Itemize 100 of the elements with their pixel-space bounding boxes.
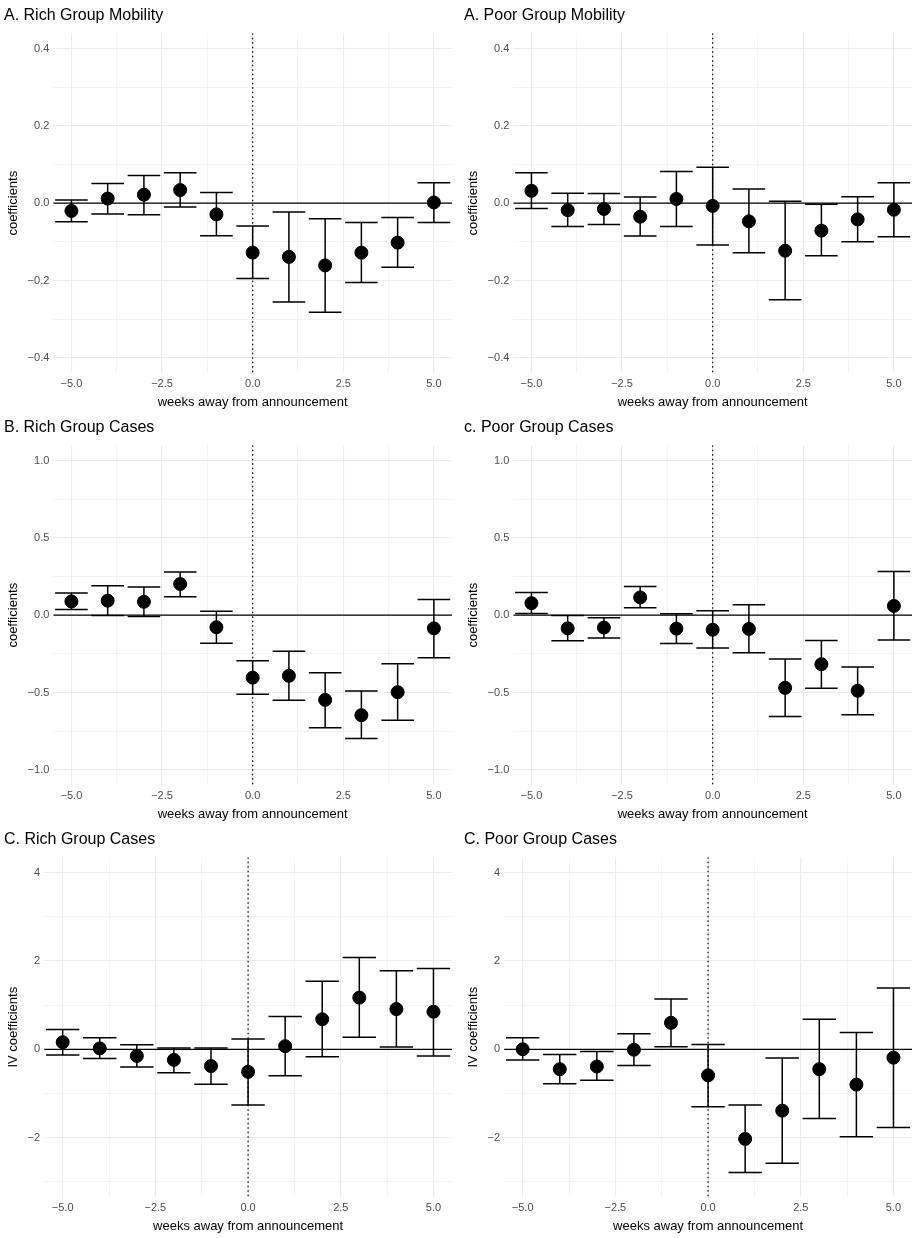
x-tick-label: 0.0 <box>705 376 721 389</box>
x-tick-label: 2.5 <box>335 788 351 801</box>
point <box>241 1064 256 1079</box>
point <box>390 235 405 250</box>
x-tick-label: −5.0 <box>60 376 83 389</box>
point <box>778 243 793 258</box>
point <box>596 620 611 635</box>
x-tick-label: −2.5 <box>151 788 173 801</box>
point <box>209 207 224 222</box>
x-tick-label: 2.5 <box>795 376 811 389</box>
y-tick-label: −2 <box>27 1130 41 1143</box>
y-tick-label: −1.0 <box>487 762 510 775</box>
point <box>245 670 260 685</box>
point <box>552 1062 567 1077</box>
y-tick-label: 0.5 <box>494 530 510 543</box>
x-axis-title: weeks away from announcement <box>152 1217 344 1233</box>
point <box>354 708 369 723</box>
point <box>136 187 151 202</box>
y-axis-title: coefficients <box>465 582 481 648</box>
x-tick-label: −5.0 <box>520 788 543 801</box>
point <box>426 621 441 636</box>
point <box>560 203 575 218</box>
x-tick-label: 2.5 <box>333 1200 349 1213</box>
x-tick-label: 5.0 <box>425 1200 442 1213</box>
point <box>426 195 441 210</box>
x-tick-label: 5.0 <box>426 788 442 801</box>
point <box>560 621 575 636</box>
point <box>886 598 901 613</box>
y-tick-label: −0.4 <box>27 350 50 363</box>
x-tick-label: 5.0 <box>885 1200 902 1213</box>
point <box>886 1050 901 1065</box>
point <box>669 191 684 206</box>
y-tick-label: −0.4 <box>487 350 510 363</box>
y-tick-label: −0.2 <box>487 273 510 286</box>
point <box>209 620 224 635</box>
y-tick-label: 2 <box>494 954 501 966</box>
point <box>64 594 79 609</box>
point <box>626 1042 641 1057</box>
point <box>850 212 865 227</box>
y-tick-label: 0.2 <box>34 118 50 131</box>
point <box>741 214 756 229</box>
x-tick-label: −5.0 <box>60 788 83 801</box>
x-axis-title: weeks away from announcement <box>612 1217 804 1233</box>
point <box>850 683 865 698</box>
y-tick-label: −1.0 <box>27 762 50 775</box>
point <box>315 1012 330 1027</box>
y-tick-label: 1.0 <box>494 453 510 466</box>
point <box>390 685 405 700</box>
point <box>389 1002 404 1017</box>
x-tick-label: 0.0 <box>245 376 261 389</box>
point <box>633 209 648 224</box>
point <box>281 249 296 264</box>
chart-title: C. Poor Group Cases <box>464 830 617 848</box>
x-tick-label: −5.0 <box>51 1200 74 1213</box>
point <box>64 203 79 218</box>
point <box>352 990 367 1005</box>
point <box>849 1077 864 1092</box>
chart-title: B. Rich Group Cases <box>4 418 155 436</box>
point <box>886 202 901 217</box>
x-tick-label: −2.5 <box>611 788 633 801</box>
x-tick-label: 5.0 <box>886 788 902 801</box>
point <box>173 576 188 591</box>
chart-title: c. Poor Group Cases <box>464 418 614 436</box>
chart-title: A. Poor Group Mobility <box>464 6 625 24</box>
y-tick-label: −0.5 <box>487 685 510 698</box>
point <box>318 692 333 707</box>
point <box>778 680 793 695</box>
point <box>669 621 684 636</box>
point <box>203 1059 218 1074</box>
x-tick-label: 2.5 <box>793 1200 809 1213</box>
point <box>701 1068 716 1083</box>
y-tick-label: 2 <box>34 954 41 966</box>
x-tick-label: 0.0 <box>705 788 721 801</box>
x-axis-title: weeks away from announcement <box>156 805 349 821</box>
y-tick-label: 0.0 <box>494 196 510 209</box>
point <box>705 622 720 637</box>
chart-title: C. Rich Group Cases <box>4 830 156 848</box>
point <box>100 191 115 206</box>
point <box>524 596 539 611</box>
y-tick-label: 4 <box>34 865 41 878</box>
y-axis-title: IV coefficients <box>5 986 21 1068</box>
point <box>173 183 188 198</box>
x-tick-label: −2.5 <box>611 376 633 389</box>
x-tick-label: 5.0 <box>886 376 902 389</box>
point <box>245 245 260 260</box>
y-axis-title: coefficients <box>465 170 481 236</box>
y-axis-title: coefficients <box>5 582 21 648</box>
point <box>589 1059 604 1074</box>
point <box>92 1041 107 1056</box>
point <box>281 668 296 683</box>
point <box>55 1035 70 1050</box>
point <box>663 1015 678 1030</box>
y-tick-label: 1.0 <box>34 453 50 466</box>
point <box>814 223 829 238</box>
y-tick-label: 0.0 <box>34 196 50 209</box>
x-tick-label: −5.0 <box>511 1200 534 1213</box>
x-tick-label: 5.0 <box>426 376 442 389</box>
x-tick-label: −2.5 <box>144 1200 167 1213</box>
point <box>596 202 611 216</box>
point <box>741 621 756 636</box>
